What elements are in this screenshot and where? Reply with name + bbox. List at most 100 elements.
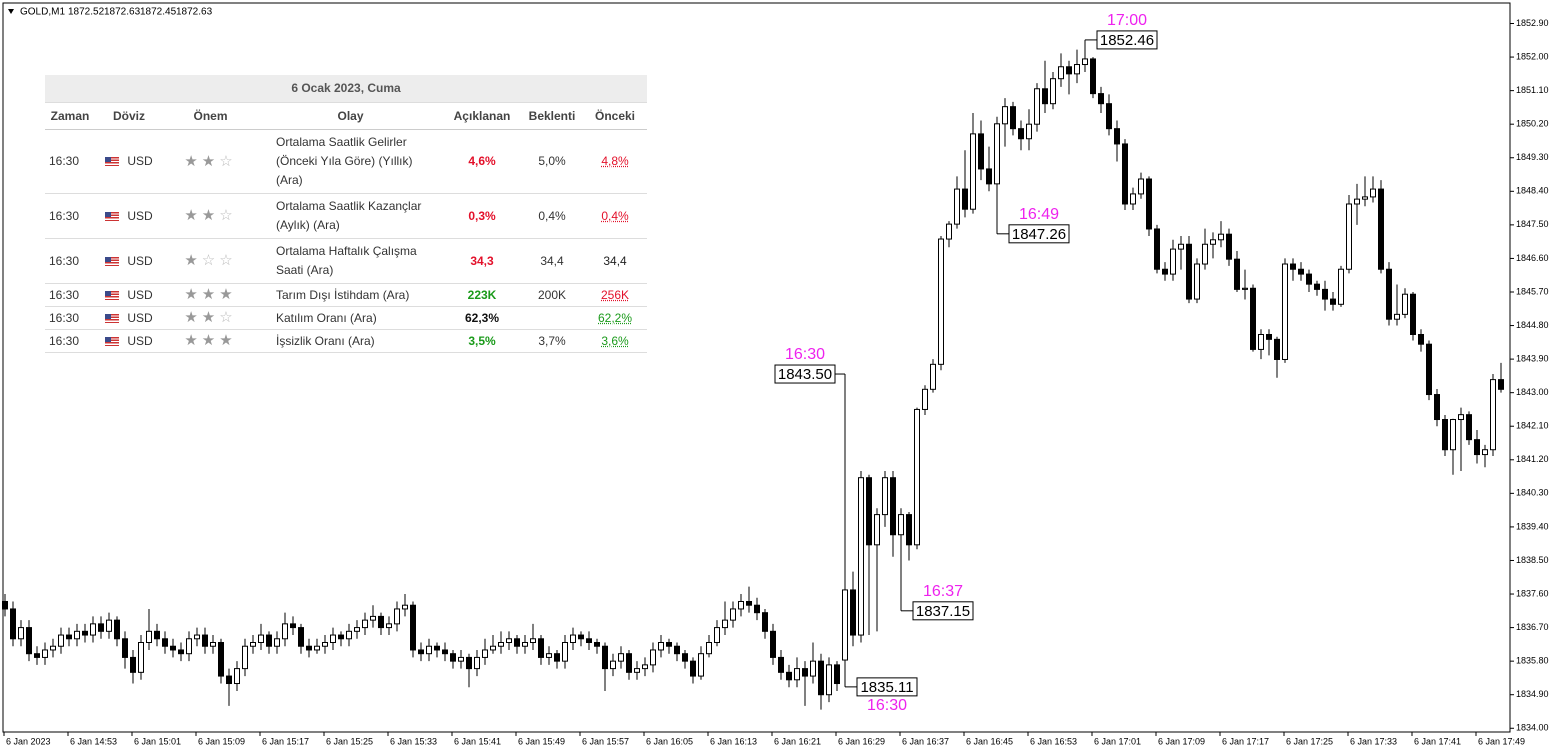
candle-body — [211, 643, 216, 647]
candle-body — [1491, 380, 1496, 450]
candle-body — [1403, 294, 1408, 314]
candle-body — [323, 643, 328, 647]
x-tick-label: 6 Jan 15:17 — [262, 736, 309, 746]
candle-body — [1259, 334, 1264, 349]
candle-body — [1427, 344, 1432, 394]
x-tick-label: 6 Jan 17:09 — [1158, 736, 1205, 746]
importance-star: ★ — [184, 309, 197, 326]
candle-body — [659, 643, 664, 650]
y-tick-label: 1847.50 — [1516, 219, 1549, 229]
candle-body — [83, 631, 88, 635]
candle-body — [579, 635, 584, 639]
x-tick-label: 6 Jan 15:49 — [518, 736, 565, 746]
candle-body — [931, 364, 936, 389]
candle-body — [1291, 264, 1296, 269]
candle-body — [139, 643, 144, 673]
candle-body — [171, 646, 176, 650]
flag-icon — [105, 257, 119, 266]
candle-body — [707, 643, 712, 654]
currency: USD — [127, 334, 152, 348]
candle-body — [675, 646, 680, 653]
importance-star: ★ — [202, 286, 215, 303]
quote-open: 1872.52 — [68, 7, 105, 18]
x-tick-label: 6 Jan 16:37 — [902, 736, 949, 746]
calendar-row: 16:30 USD ★ ★ ☆ Katılım Oranı (Ara) 62,3% 62,2% — [45, 307, 647, 330]
forecast — [521, 307, 583, 330]
y-tick-label: 1836.70 — [1516, 622, 1549, 632]
candle-body — [307, 646, 312, 650]
x-tick-label: 6 Jan 17:49 — [1478, 736, 1525, 746]
annotation-value: 1837.15 — [916, 603, 970, 620]
candle-body — [1459, 415, 1464, 420]
importance-star: ★ — [202, 332, 215, 349]
candle-body — [563, 643, 568, 662]
actual: 62,3% — [443, 307, 521, 330]
calendar-row: 16:30 USD ★ ★ ★ Tarım Dışı İstihdam (Ara) 223K… — [45, 284, 647, 307]
column-header: Zaman — [45, 103, 95, 130]
candle-body — [59, 635, 64, 646]
calendar-rows: 16:30 USD ★ ★ ☆ Ortalama Saatlik Gelirler (Ön… — [45, 130, 647, 353]
column-header: Olay — [258, 103, 443, 130]
candle-body — [1219, 234, 1224, 240]
candle-body — [763, 613, 768, 632]
candle-body — [603, 646, 608, 668]
y-tick-label: 1845.70 — [1516, 286, 1549, 296]
candle-body — [35, 654, 40, 658]
candle-body — [1411, 294, 1416, 334]
candle-body — [67, 635, 72, 639]
candle-body — [1371, 189, 1376, 197]
candle-body — [339, 635, 344, 639]
importance-star: ★ — [219, 332, 232, 349]
importance-star: ☆ — [219, 207, 232, 224]
candle-body — [523, 643, 528, 647]
y-tick-label: 1839.40 — [1516, 521, 1549, 531]
quote-low: 1872.45 — [140, 7, 177, 18]
candle-body — [1283, 264, 1288, 359]
candle-body — [435, 646, 440, 650]
candle-body — [299, 628, 304, 647]
candle-body — [1123, 144, 1128, 204]
annotation-value: 1843.50 — [778, 366, 832, 383]
candle-body — [851, 590, 856, 635]
candle-body — [795, 669, 800, 680]
event-time: 16:30 — [45, 284, 95, 307]
candle-body — [1059, 67, 1064, 79]
candle-body — [1387, 269, 1392, 319]
candle-body — [267, 635, 272, 646]
candle-body — [883, 478, 888, 515]
currency: USD — [127, 209, 152, 223]
candle-body — [835, 665, 840, 684]
forecast: 3,7% — [521, 330, 583, 353]
candle-body — [11, 609, 16, 639]
y-tick-label: 1851.10 — [1516, 85, 1549, 95]
candle-body — [1339, 269, 1344, 304]
candle-body — [1107, 104, 1112, 129]
candle-body — [955, 189, 960, 224]
x-tick-label: 6 Jan 15:33 — [390, 736, 437, 746]
candle-body — [747, 601, 752, 605]
event-name: İşsizlik Oranı (Ara) — [258, 330, 443, 353]
candle-body — [51, 646, 56, 650]
annotation-time: 16:30 — [785, 346, 825, 363]
candle-body — [99, 624, 104, 631]
y-tick-label: 1837.60 — [1516, 588, 1549, 598]
event-time: 16:30 — [45, 330, 95, 353]
annotation-value: 1847.26 — [1012, 226, 1066, 243]
forecast: 0,4% — [521, 194, 583, 239]
annotation-time: 16:37 — [923, 583, 963, 600]
candle-body — [387, 624, 392, 628]
candle-body — [1147, 179, 1152, 229]
candle-body — [1195, 264, 1200, 299]
x-tick-label: 6 Jan 16:05 — [646, 736, 693, 746]
previous-value: 62,2% — [598, 311, 632, 325]
candle-body — [771, 631, 776, 657]
x-tick-label: 6 Jan 16:13 — [710, 736, 757, 746]
y-tick-label: 1852.00 — [1516, 51, 1549, 61]
candle-body — [1499, 380, 1504, 390]
candle-body — [1075, 65, 1080, 74]
importance: ★ ★ ☆ — [163, 307, 258, 330]
previous-value: 34,4 — [603, 254, 626, 268]
y-tick-label: 1843.90 — [1516, 353, 1549, 363]
previous: 3,6% — [583, 330, 647, 353]
event-name: Ortalama Saatlik Kazançlar (Aylık) (Ara) — [258, 194, 443, 239]
